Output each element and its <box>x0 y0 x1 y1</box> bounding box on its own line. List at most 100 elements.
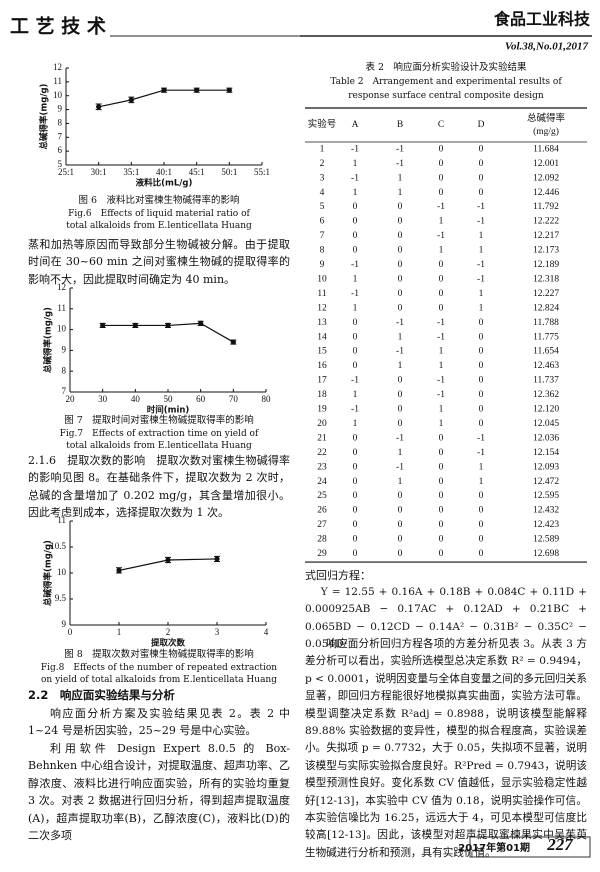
table-cell: 0 <box>439 433 444 443</box>
table-cell: 12.472 <box>533 477 559 487</box>
table-cell: 0 <box>479 188 484 198</box>
table-cell: -1 <box>351 260 359 270</box>
table-cell: 0 <box>439 549 444 559</box>
x-axis-label: 提取次数 <box>151 638 186 649</box>
table-cell: 12.036 <box>533 433 559 443</box>
table-cell: 0 <box>398 419 403 429</box>
column-header: B <box>397 120 403 130</box>
column-header: 实验号 <box>308 118 337 130</box>
x-tick-label: 40 <box>131 394 141 404</box>
table-cell: 12.423 <box>533 520 559 530</box>
x-tick-label: 3 <box>215 627 220 637</box>
table-cell: 0 <box>439 506 444 516</box>
table-cell: -1 <box>351 405 359 415</box>
table-cell: 12.595 <box>533 491 559 501</box>
data-point <box>226 87 232 93</box>
table-cell: 1 <box>353 390 358 400</box>
table-cell: 1 <box>439 419 444 429</box>
table-cell: 1 <box>439 347 444 357</box>
table-cell: 0 <box>398 246 403 256</box>
equation: Y = 12.55 + 0.16A + 0.18B + 0.084C + 0.1… <box>305 586 587 651</box>
table-cell: 13 <box>317 318 327 328</box>
table-cell: 12.045 <box>533 419 559 429</box>
table-cell: 0 <box>353 231 358 241</box>
y-tick-label: 10 <box>57 324 67 334</box>
table-cell: 0 <box>479 376 484 386</box>
table-cell: 12.362 <box>533 390 559 400</box>
table-cell: 0 <box>353 506 358 516</box>
table-cell: 4 <box>320 188 325 198</box>
data-point <box>96 104 102 110</box>
table-cell: 1 <box>479 477 484 487</box>
table-cell: 29 <box>317 549 327 559</box>
table-cell: 2 <box>320 159 325 169</box>
table-cell: 0 <box>439 462 444 472</box>
x-tick-label: 50:1 <box>221 167 237 177</box>
y-tick-label: 6 <box>58 145 63 155</box>
column-header: (mg/g) <box>533 126 559 137</box>
y-tick-label: 12 <box>53 62 62 72</box>
table-cell: -1 <box>396 144 404 154</box>
table-cell: 1 <box>479 303 484 313</box>
table-cell: 11.654 <box>533 347 559 357</box>
table-cell: 1 <box>320 144 325 154</box>
table-cell: -1 <box>477 274 485 284</box>
table-cell: 0 <box>479 405 484 415</box>
table-cell: 0 <box>398 491 403 501</box>
table-cell: -1 <box>396 347 404 357</box>
table-cell: 1 <box>439 405 444 415</box>
table-cell: 0 <box>439 303 444 313</box>
paragraph: 式回归方程： <box>305 569 371 582</box>
table-cell: 23 <box>317 462 327 472</box>
table-cell: 5 <box>320 202 325 212</box>
figure-caption: Fig.7 Effects of extraction time on yiel… <box>59 428 259 439</box>
x-tick-label: 40:1 <box>156 167 172 177</box>
figure-caption: 图 6 液料比对蜜楝生物碱得率的影响 <box>78 195 240 206</box>
table-cell: 0 <box>479 347 484 357</box>
x-tick-label: 30 <box>98 394 108 404</box>
table-cell: 0 <box>353 202 358 212</box>
table-cell: 0 <box>439 159 444 169</box>
table-cell: 12.318 <box>533 274 559 284</box>
data-point <box>161 87 167 93</box>
x-tick-label: 45:1 <box>189 167 205 177</box>
table-cell: 12.432 <box>533 506 559 516</box>
x-tick-label: 30:1 <box>91 167 107 177</box>
x-tick-label: 25:1 <box>58 167 74 177</box>
y-tick-label: 11 <box>53 76 62 86</box>
table-cell: 14 <box>317 332 327 342</box>
table-cell: 0 <box>479 491 484 501</box>
x-tick-label: 60 <box>196 394 206 404</box>
table-cell: 0 <box>353 477 358 487</box>
table-cell: 0 <box>353 332 358 342</box>
table-cell: 1 <box>398 332 403 342</box>
table-cell: -1 <box>477 202 485 212</box>
table-cell: 6 <box>320 217 325 227</box>
table-title: Table 2 Arrangement and experimental res… <box>330 77 562 87</box>
data-point <box>230 339 236 345</box>
table-cell: 12.824 <box>533 303 559 313</box>
table-title: response surface central composite desig… <box>348 91 544 101</box>
table-cell: 0 <box>353 491 358 501</box>
x-tick-label: 50 <box>164 394 174 404</box>
table-cell: 1 <box>353 303 358 313</box>
table-cell: 0 <box>479 390 484 400</box>
table-cell: 12.446 <box>533 188 559 198</box>
page-number: 227 <box>546 835 574 854</box>
table-cell: 0 <box>353 433 358 443</box>
table-cell: 0 <box>398 202 403 212</box>
table-cell: 12.154 <box>533 448 559 458</box>
figure-caption: total alkaloids from E.lenticellata Huan… <box>66 221 252 231</box>
figure-caption: total alkaloids from E.lenticellata Huan… <box>66 441 252 451</box>
table-cell: 19 <box>317 405 327 415</box>
table-cell: 11.788 <box>533 318 559 328</box>
x-tick-label: 55:1 <box>254 167 270 177</box>
table-cell: -1 <box>437 390 445 400</box>
table-cell: 12.217 <box>533 231 559 241</box>
y-tick-label: 8 <box>62 365 67 375</box>
table-title: 表 2 响应面分析实验设计及实验结果 <box>365 62 527 73</box>
table-cell: 7 <box>320 231 325 241</box>
table-cell: 0 <box>398 405 403 415</box>
data-point <box>165 557 171 563</box>
